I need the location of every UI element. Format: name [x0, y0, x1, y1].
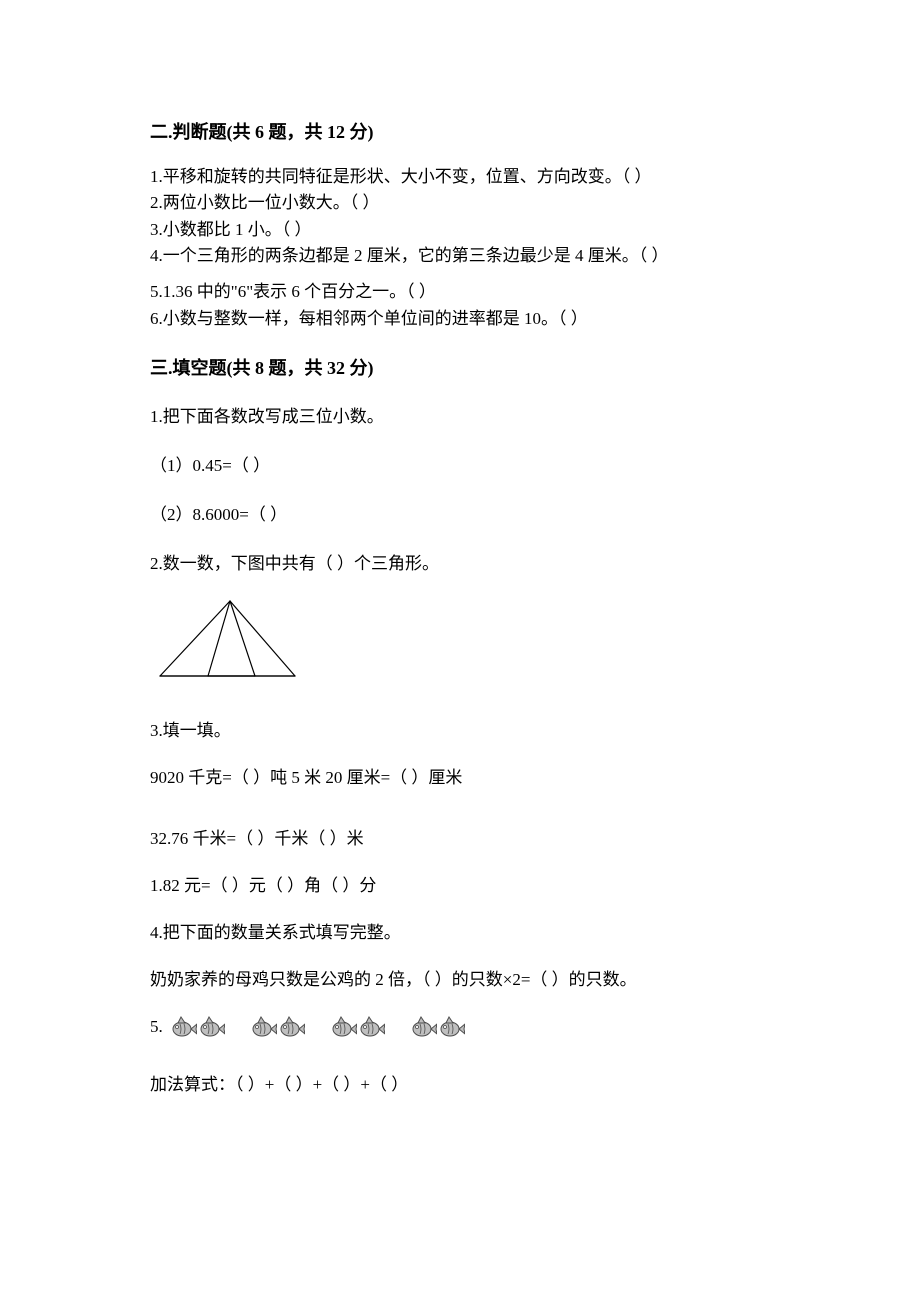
- section-3-title: 三.填空题(共 8 题，共 32 分): [150, 354, 790, 380]
- s2-q5: 5.1.36 中的"6"表示 6 个百分之一。（ ）: [150, 279, 790, 305]
- s3-q3-line1: 9020 千克=（ ）吨 5 米 20 厘米=（ ）厘米: [150, 763, 790, 788]
- fish-group: [329, 1014, 385, 1040]
- s3-q2-stem: 2.数一数，下图中共有（ ）个三角形。: [150, 549, 790, 574]
- section-2-questions: 1.平移和旋转的共同特征是形状、大小不变，位置、方向改变。（ ） 2.两位小数比…: [150, 164, 790, 332]
- triangle-figure: [150, 596, 790, 686]
- s3-q3-line2: 32.76 千米=（ ）千米（ ）米: [150, 824, 790, 849]
- s3-q5-label: 5.: [150, 1017, 163, 1037]
- s3-q4-line1: 奶奶家养的母鸡只数是公鸡的 2 倍，（ ）的只数×2=（ ）的只数。: [150, 965, 790, 990]
- fish-group: [169, 1014, 225, 1040]
- fish-icon: [437, 1014, 465, 1040]
- fish-icon: [249, 1014, 277, 1040]
- section-2-title: 二.判断题(共 6 题，共 12 分): [150, 118, 790, 144]
- s2-q6: 6.小数与整数一样，每相邻两个单位间的进率都是 10。（ ）: [150, 306, 790, 332]
- s3-q1-stem: 1.把下面各数改写成三位小数。: [150, 402, 790, 427]
- fish-icon: [357, 1014, 385, 1040]
- s3-q1-b: （2）8.6000=（ ）: [150, 500, 790, 525]
- fish-icon: [169, 1014, 197, 1040]
- s3-q3-line3: 1.82 元=（ ）元（ ）角（ ）分: [150, 871, 790, 896]
- s3-q1-a: （1）0.45=（ ）: [150, 451, 790, 476]
- fish-container: [169, 1014, 489, 1040]
- s3-q4-stem: 4.把下面的数量关系式填写完整。: [150, 918, 790, 943]
- fish-group: [409, 1014, 465, 1040]
- fish-icon: [329, 1014, 357, 1040]
- s2-q1: 1.平移和旋转的共同特征是形状、大小不变，位置、方向改变。（ ）: [150, 164, 790, 190]
- s3-q5-addition: 加法算式：（ ）+（ ）+（ ）+（ ）: [150, 1070, 790, 1095]
- fish-icon: [197, 1014, 225, 1040]
- fish-icon: [409, 1014, 437, 1040]
- s2-q4: 4.一个三角形的两条边都是 2 厘米，它的第三条边最少是 4 厘米。（ ）: [150, 243, 790, 269]
- fish-icon: [277, 1014, 305, 1040]
- s2-q3: 3.小数都比 1 小。（ ）: [150, 217, 790, 243]
- fish-group: [249, 1014, 305, 1040]
- s2-q2: 2.两位小数比一位小数大。（ ）: [150, 190, 790, 216]
- s3-q5-row: 5.: [150, 1014, 790, 1040]
- triangle-svg: [150, 596, 305, 681]
- s3-q3-stem: 3.填一填。: [150, 716, 790, 741]
